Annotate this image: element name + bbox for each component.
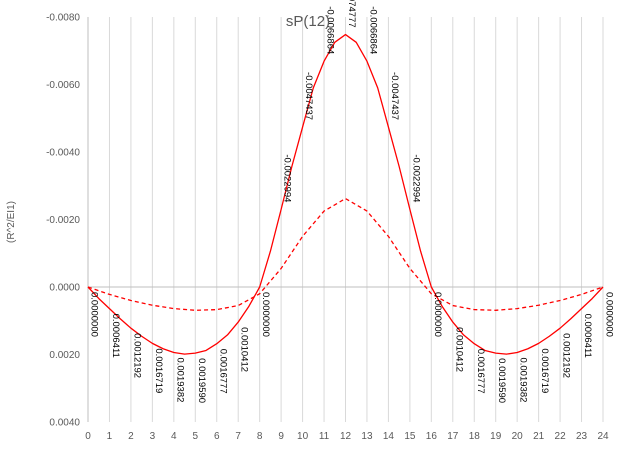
data-label: 0.0000000: [89, 292, 100, 337]
data-label: 0.0012192: [131, 333, 142, 378]
data-label: -0.0022994: [282, 154, 293, 202]
x-tick-label: 17: [447, 431, 459, 442]
data-label: 0.0016719: [153, 348, 164, 393]
data-label: 0.0016777: [217, 349, 228, 394]
data-label: -0.0047437: [389, 72, 400, 120]
x-tick-label: 9: [278, 431, 284, 442]
y-tick-label: -0.0060: [46, 80, 80, 91]
y-tick-label: 0.0000: [49, 283, 80, 294]
x-tick-label: 3: [150, 431, 156, 442]
x-tick-label: 2: [128, 431, 134, 442]
x-tick-label: 13: [361, 431, 373, 442]
x-tick-label: 1: [107, 431, 113, 442]
axes: 0 1 2 3 4 5 6 7 8 9 10 11 12 13 14 15 16 17 18 19 20 21 22 23 24…: [46, 13, 609, 443]
y-tick-label: 0.0020: [49, 350, 80, 361]
data-label: -0.0022994: [410, 154, 421, 202]
x-tick-label: 11: [319, 431, 330, 442]
data-label: 0.0000000: [432, 292, 443, 337]
data-label: 0.0010412: [239, 327, 250, 372]
data-label: -0.0047437: [303, 72, 314, 120]
x-tick-label: 0: [85, 431, 91, 442]
series-group: [87, 33, 604, 355]
x-tick-label: 12: [340, 431, 352, 442]
series-line-dashed: [87, 197, 604, 311]
data-label: 0.0000000: [260, 292, 271, 337]
x-tick-label: 6: [214, 431, 220, 442]
data-label: 0.0010412: [453, 327, 464, 372]
x-tick-label: 7: [235, 431, 241, 442]
data-labels: 0.0000000 0.0006411 0.0012192 0.0016719 0.00…: [89, 0, 615, 403]
data-label: 0.0019590: [196, 358, 207, 403]
data-label: 0.0006411: [582, 314, 593, 358]
x-tick-label: 24: [597, 431, 609, 442]
x-tick-label: 8: [257, 431, 263, 442]
y-axis-title: (R^2/EI1): [6, 201, 17, 243]
x-tick-label: 22: [555, 431, 567, 442]
data-label: -0.0066864: [367, 6, 378, 54]
x-tick-label: 18: [469, 431, 481, 442]
x-tick-label: 10: [297, 431, 309, 442]
y-tick-label: -0.0040: [46, 148, 80, 159]
x-tick-label: 15: [404, 431, 416, 442]
x-tick-label: 23: [576, 431, 588, 442]
data-label: 0.0019382: [518, 357, 529, 402]
series-line-solid: [87, 33, 604, 355]
chart-title: sP(12): [286, 13, 330, 30]
grid: [108, 17, 604, 422]
x-tick-label: 20: [512, 431, 524, 442]
y-tick-label: 0.0040: [49, 418, 80, 429]
data-label: 0.0000000: [604, 292, 615, 337]
data-label: 0.0012192: [561, 333, 572, 378]
data-label: 0.0019382: [174, 357, 185, 402]
data-label: 0.0019590: [496, 358, 507, 403]
data-label: -0.0066864: [325, 6, 336, 54]
x-tick-label: 16: [426, 431, 438, 442]
y-tick-label: -0.0020: [46, 215, 80, 226]
data-label: 0.0016777: [475, 349, 486, 394]
data-label: 0.0006411: [110, 314, 121, 358]
x-tick-label: 4: [171, 431, 177, 442]
x-tick-label: 5: [193, 431, 199, 442]
data-label: -0.0074777: [346, 0, 357, 28]
data-label: 0.0016719: [539, 348, 550, 393]
y-tick-label: -0.0080: [46, 13, 80, 24]
x-tick-label: 14: [383, 431, 395, 442]
x-tick-label: 21: [533, 431, 545, 442]
x-tick-label: 19: [490, 431, 502, 442]
